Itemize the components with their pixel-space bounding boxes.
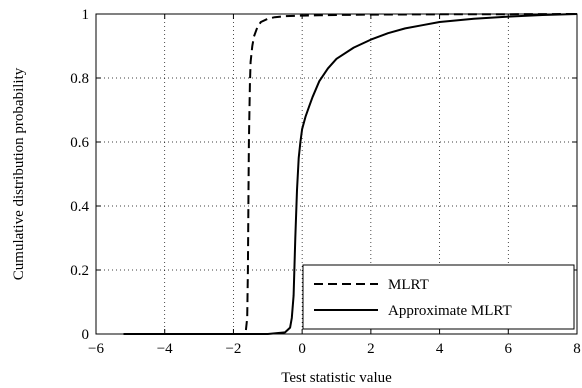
x-tick-label: −4 bbox=[157, 341, 173, 357]
legend-label-mlrt: MLRT bbox=[388, 277, 429, 293]
x-tick-label: 0 bbox=[298, 341, 306, 357]
y-tick-label: 1 bbox=[82, 7, 90, 23]
series-layer bbox=[123, 13, 578, 335]
series-line-mlrt bbox=[123, 13, 578, 335]
x-tick-label: 8 bbox=[573, 341, 581, 357]
y-tick-label: 0.8 bbox=[70, 71, 89, 87]
x-tick-label: 4 bbox=[436, 341, 444, 357]
x-tick-label: 6 bbox=[505, 341, 513, 357]
x-tick-label: 2 bbox=[367, 341, 375, 357]
x-axis-label: Test statistic value bbox=[281, 370, 392, 386]
y-tick-label: 0.2 bbox=[70, 263, 89, 279]
y-axis-label: Cumulative distribution probability bbox=[11, 67, 27, 280]
ticks bbox=[95, 13, 578, 335]
legend-label-approximate-mlrt: Approximate MLRT bbox=[388, 303, 512, 319]
series-line-approximate-mlrt bbox=[123, 13, 578, 335]
legend-box bbox=[302, 264, 575, 330]
legend: MLRT Approximate MLRT bbox=[302, 264, 575, 330]
x-tick-label: −2 bbox=[225, 341, 241, 357]
y-tick-label: 0.4 bbox=[70, 199, 89, 215]
tick-labels: −6 −4 −2 0 2 4 6 8 0 0.2 0.4 0.6 0.8 1 bbox=[70, 7, 581, 357]
grid bbox=[96, 14, 577, 334]
plot-frame bbox=[95, 13, 578, 335]
y-tick-label: 0.6 bbox=[70, 135, 89, 151]
y-tick-label: 0 bbox=[82, 327, 90, 343]
x-tick-label: −6 bbox=[88, 341, 104, 357]
